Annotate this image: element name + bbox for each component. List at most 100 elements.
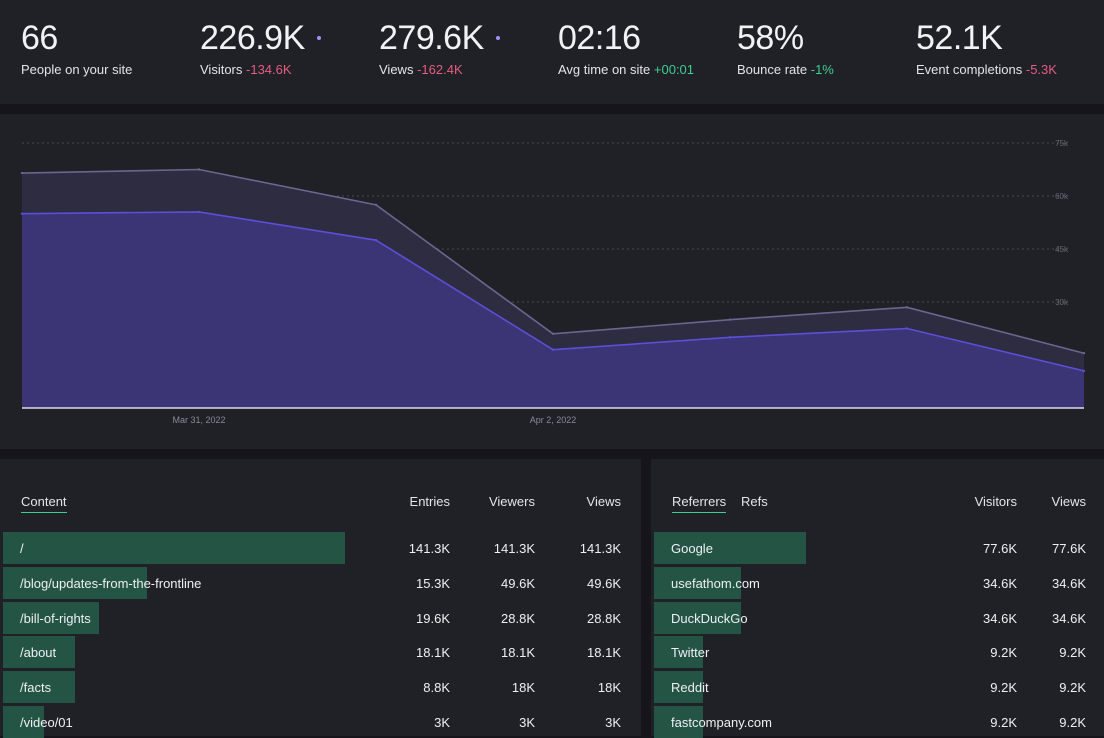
row-label[interactable]: DuckDuckGo xyxy=(671,610,748,626)
stat-value: 226.9K xyxy=(200,19,305,57)
share-bar xyxy=(654,706,703,738)
content-row[interactable]: /facts 8.8K 18K 18K xyxy=(0,671,641,704)
data-point xyxy=(905,327,909,330)
referrer-row[interactable]: fastcompany.com 9.2K 9.2K xyxy=(651,706,1104,738)
row-label[interactable]: /blog/updates-from-the-frontline xyxy=(20,575,202,591)
share-bar xyxy=(654,636,703,669)
cell-views: 28.8K xyxy=(587,610,621,626)
data-point xyxy=(1082,352,1086,355)
column-header-entries[interactable]: Entries xyxy=(409,494,450,509)
row-label[interactable]: /about xyxy=(20,645,57,661)
stat-value: 279.6K xyxy=(379,19,484,57)
referrer-row[interactable]: Twitter 9.2K 9.2K xyxy=(651,636,1104,669)
share-bar xyxy=(654,566,741,599)
cell-viewers: 49.6K xyxy=(501,575,535,591)
row-label[interactable]: Google xyxy=(671,541,713,556)
stat-label: People on your site xyxy=(21,62,133,77)
stat-label: Event completions xyxy=(916,62,1023,77)
data-point xyxy=(20,212,24,215)
row-label[interactable]: usefathom.com xyxy=(671,575,760,591)
stat-views[interactable]: 279.6K Views -162.4K xyxy=(379,18,500,77)
data-point xyxy=(905,306,909,309)
cell-views: 18K xyxy=(597,680,621,696)
share-bar xyxy=(3,636,75,669)
cell-entries: 19.6K xyxy=(416,610,450,626)
cell-entries: 18.1K xyxy=(416,645,450,661)
cell-entries: 8.8K xyxy=(423,680,450,696)
share-bar xyxy=(3,706,45,738)
stat-value: 52.1K xyxy=(916,19,1003,57)
cell-viewers: 18K xyxy=(511,680,535,696)
data-point xyxy=(374,238,378,242)
data-point xyxy=(197,168,201,171)
stat-label: Avg time on site xyxy=(558,62,651,77)
cell-visitors: 9.2K xyxy=(990,715,1017,730)
cell-visitors: 9.2K xyxy=(990,680,1017,696)
column-header-visitors[interactable]: Visitors xyxy=(974,494,1017,509)
content-row[interactable]: / 141.3K 141.3K 141.3K xyxy=(0,532,641,564)
content-row[interactable]: /blog/updates-from-the-frontline 15.3K 49.… xyxy=(0,566,641,599)
content-row[interactable]: /bill-of-rights 19.6K 28.8K 28.8K xyxy=(0,601,641,634)
stat-delta: -162.4K xyxy=(417,62,463,77)
cell-views: 49.6K xyxy=(587,575,621,591)
cell-entries: 141.3K xyxy=(408,541,450,556)
cell-entries: 15.3K xyxy=(416,575,450,591)
tab-referrers[interactable]: Referrers xyxy=(672,494,727,513)
stats-panel: 66 People on your site 226.9K Visitors -… xyxy=(0,0,1104,104)
content-row[interactable]: /video/01 3K 3K 3K xyxy=(0,706,641,738)
row-label[interactable]: /facts xyxy=(20,680,52,696)
cell-viewers: 28.8K xyxy=(501,610,535,626)
data-point xyxy=(551,332,555,335)
y-tick-label: 60k xyxy=(1055,192,1069,201)
row-label[interactable]: Reddit xyxy=(671,680,709,696)
cell-views: 3K xyxy=(605,715,621,730)
tab-content[interactable]: Content xyxy=(21,494,67,513)
x-tick-label: Mar 31, 2022 xyxy=(172,415,225,425)
data-point xyxy=(728,336,732,339)
stat-bounce-rate[interactable]: 58% Bounce rate -1% xyxy=(737,18,834,77)
tab-refs[interactable]: Refs xyxy=(741,494,768,509)
row-label[interactable]: / xyxy=(20,541,24,556)
data-point xyxy=(728,318,732,321)
row-label[interactable]: Twitter xyxy=(671,645,710,661)
content-row[interactable]: /about 18.1K 18.1K 18.1K xyxy=(0,636,641,669)
series-dot-icon xyxy=(495,36,500,41)
cell-views: 34.6K xyxy=(1052,610,1086,626)
column-header-views[interactable]: Views xyxy=(586,494,621,509)
cell-entries: 3K xyxy=(434,715,450,730)
referrer-row[interactable]: DuckDuckGo 34.6K 34.6K xyxy=(651,601,1104,634)
cell-viewers: 18.1K xyxy=(501,645,535,661)
stat-value: 58% xyxy=(737,19,804,57)
row-label[interactable]: /video/01 xyxy=(20,715,73,730)
stat-label: Views xyxy=(379,62,414,77)
x-tick-label: Apr 2, 2022 xyxy=(530,415,577,425)
stat-avg-time[interactable]: 02:16 Avg time on site +00:01 xyxy=(558,18,694,77)
cell-visitors: 77.6K xyxy=(983,541,1017,556)
stat-label: Visitors xyxy=(200,62,243,77)
referrer-row[interactable]: Reddit 9.2K 9.2K xyxy=(651,671,1104,704)
stat-event-completions[interactable]: 52.1K Event completions -5.3K xyxy=(916,18,1057,77)
stat-label: Bounce rate xyxy=(737,62,808,77)
stat-delta: -5.3K xyxy=(1025,62,1057,77)
stat-people-online[interactable]: 66 People on your site xyxy=(21,18,132,77)
stat-delta: +00:01 xyxy=(653,62,695,77)
cell-visitors: 9.2K xyxy=(990,645,1017,661)
referrer-row[interactable]: Google 77.6K 77.6K xyxy=(651,532,1104,564)
column-header-viewers[interactable]: Viewers xyxy=(488,494,535,509)
referrers-panel: Referrers Refs Visitors Views Google 77.6… xyxy=(651,459,1104,738)
data-point xyxy=(1082,369,1086,373)
stat-value: 02:16 xyxy=(558,19,641,57)
series-area xyxy=(22,211,1084,408)
row-label[interactable]: fastcompany.com xyxy=(671,715,772,730)
y-tick-label: 30k xyxy=(1055,298,1069,307)
referrer-row[interactable]: usefathom.com 34.6K 34.6K xyxy=(651,566,1104,599)
share-bar xyxy=(3,532,345,564)
row-label[interactable]: /bill-of-rights xyxy=(20,610,91,626)
series-dot-icon xyxy=(316,36,321,41)
column-header-views[interactable]: Views xyxy=(1051,494,1086,509)
stat-visitors[interactable]: 226.9K Visitors -134.6K xyxy=(200,18,321,77)
data-point xyxy=(551,348,555,351)
y-tick-label: 75k xyxy=(1055,139,1069,148)
cell-views: 141.3K xyxy=(579,541,621,556)
